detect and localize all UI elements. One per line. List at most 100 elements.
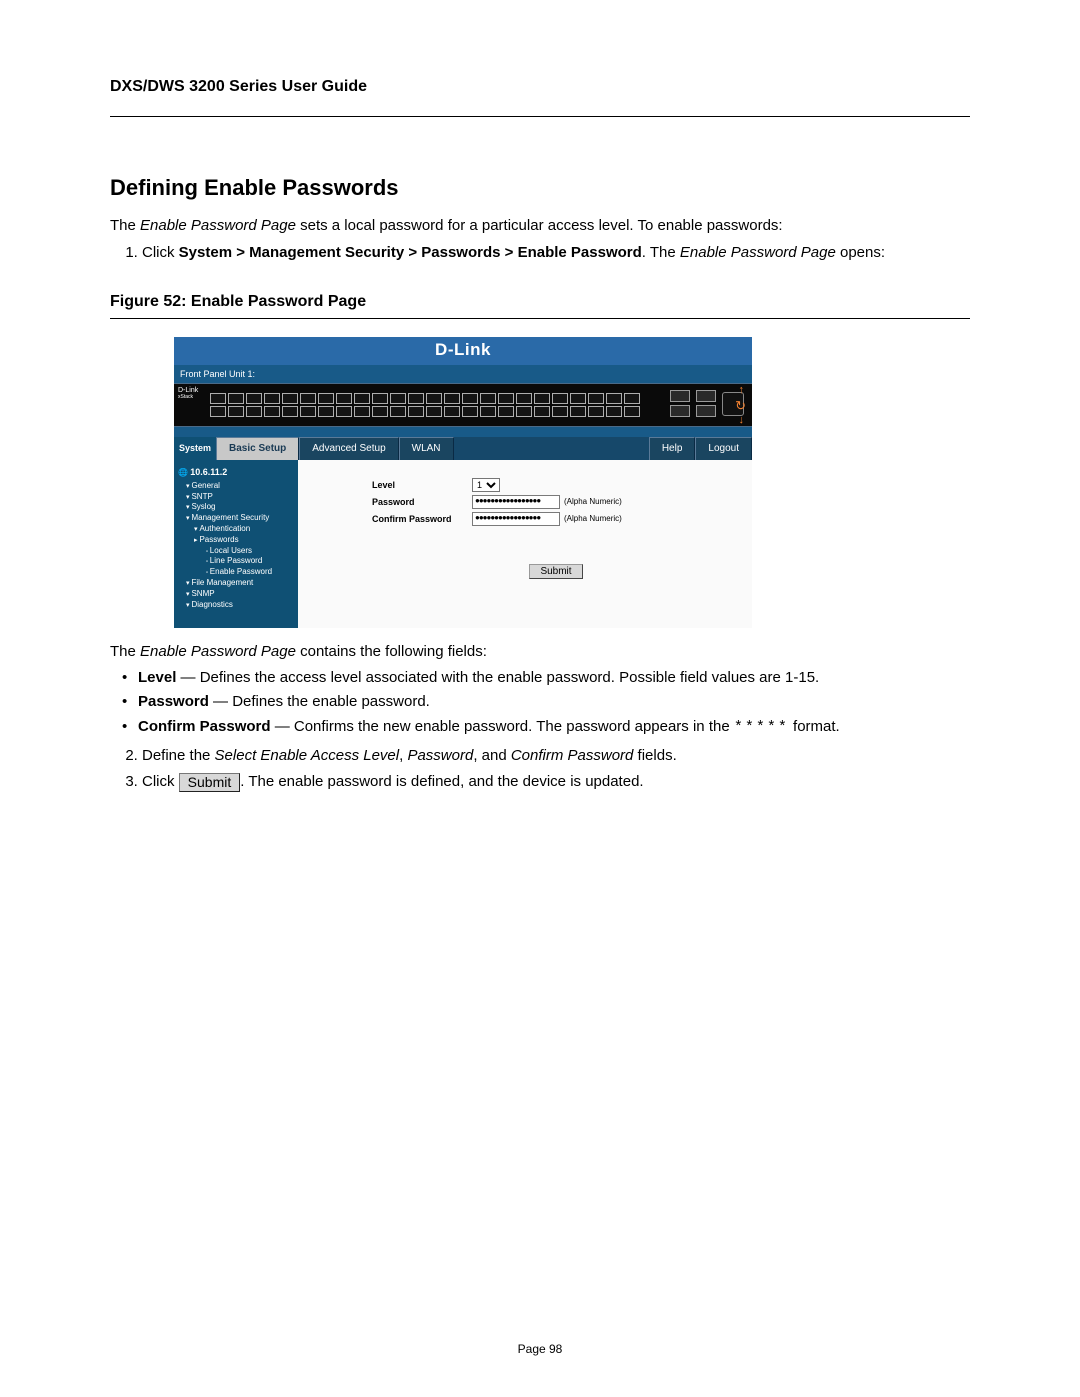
bullet-level: Level — Defines the access level associa…: [110, 668, 970, 688]
step-1: Click System > Management Security > Pas…: [142, 243, 970, 263]
sfp-port: [670, 390, 690, 402]
ethernet-port: [300, 393, 316, 404]
nav-ip[interactable]: 10.6.11.2: [178, 466, 294, 479]
field-bullets: Level — Defines the access level associa…: [110, 668, 970, 738]
arrow-bar: ↑ ↻ ↓: [174, 427, 752, 437]
ethernet-port: [624, 393, 640, 404]
row-confirm: Confirm Password ●●●●●●●●●●●●●●●●● (Alph…: [372, 512, 740, 526]
port-rows: [210, 393, 640, 417]
step1-post: opens:: [836, 244, 885, 261]
ethernet-port: [552, 406, 568, 417]
refresh-icon[interactable]: ↻: [735, 397, 746, 415]
nav-diagnostics[interactable]: Diagnostics: [178, 600, 294, 611]
port-row-bottom: [210, 406, 640, 417]
page-number: Page 98: [0, 1341, 1080, 1357]
screenshot-container: D-Link Front Panel Unit 1: D-Link xStack: [174, 337, 752, 628]
sfp-port: [670, 405, 690, 417]
menu-system[interactable]: System: [174, 437, 216, 460]
step2-post: fields.: [633, 747, 676, 764]
tab-wlan[interactable]: WLAN: [399, 437, 454, 460]
bullet-cpw-end: format.: [789, 718, 840, 735]
step2-em3: Confirm Password: [511, 747, 634, 764]
tab-basic-setup[interactable]: Basic Setup: [216, 437, 299, 460]
ethernet-port: [624, 406, 640, 417]
ethernet-port: [318, 406, 334, 417]
nav-syslog[interactable]: Syslog: [178, 502, 294, 513]
step2-sep2: , and: [473, 747, 511, 764]
step-3: Click Submit. The enable password is def…: [142, 772, 970, 792]
nav-local-users[interactable]: Local Users: [178, 546, 294, 557]
step3-pre: Click: [142, 773, 179, 790]
header-divider: [110, 116, 970, 117]
ethernet-port: [264, 393, 280, 404]
ethernet-port: [480, 393, 496, 404]
nav-mgmt-security[interactable]: Management Security: [178, 513, 294, 524]
bullet-level-t: — Defines the access level associated wi…: [176, 669, 819, 686]
section-title: Defining Enable Passwords: [110, 173, 970, 203]
tab-help[interactable]: Help: [649, 437, 696, 460]
ethernet-port: [390, 406, 406, 417]
steps-list: Click System > Management Security > Pas…: [110, 243, 970, 263]
ethernet-port: [534, 406, 550, 417]
intro-em: Enable Password Page: [140, 217, 296, 234]
ethernet-port: [462, 393, 478, 404]
ethernet-port: [498, 406, 514, 417]
step2-pre: Define the: [142, 747, 215, 764]
ethernet-port: [390, 393, 406, 404]
ethernet-port: [336, 393, 352, 404]
screenshot-menu-bar: System Basic Setup Advanced Setup WLAN H…: [174, 437, 752, 460]
nav-file-mgmt[interactable]: File Management: [178, 578, 294, 589]
bullet-cpw-mono: *****: [734, 719, 789, 736]
hint-confirm: (Alpha Numeric): [564, 514, 622, 525]
step1-bold: System > Management Security > Passwords…: [179, 244, 642, 261]
bullet-password: Password — Defines the enable password.: [110, 692, 970, 712]
confirm-password-input[interactable]: ●●●●●●●●●●●●●●●●●: [472, 512, 560, 526]
intro-pre: The: [110, 217, 140, 234]
nav-enable-password[interactable]: Enable Password: [178, 567, 294, 578]
ethernet-port: [552, 393, 568, 404]
sfp-port: [696, 405, 716, 417]
nav-tree: 10.6.11.2 General SNTP Syslog Management…: [174, 460, 298, 628]
sfp-port: [696, 390, 716, 402]
row-level: Level 1: [372, 478, 740, 492]
nav-authentication[interactable]: Authentication: [178, 524, 294, 535]
submit-wrap: Submit: [372, 560, 740, 580]
nav-snmp[interactable]: SNMP: [178, 589, 294, 600]
label-confirm: Confirm Password: [372, 513, 472, 525]
ethernet-port: [426, 393, 442, 404]
up-arrow-icon[interactable]: ↑: [739, 383, 745, 398]
password-input[interactable]: ●●●●●●●●●●●●●●●●●: [472, 495, 560, 509]
level-select[interactable]: 1: [472, 478, 500, 492]
ethernet-port: [516, 406, 532, 417]
nav-sntp[interactable]: SNTP: [178, 492, 294, 503]
ethernet-port: [336, 406, 352, 417]
after-em: Enable Password Page: [140, 643, 296, 660]
nav-general[interactable]: General: [178, 481, 294, 492]
ethernet-port: [372, 393, 388, 404]
step1-pre: Click: [142, 244, 179, 261]
after-paragraph: The Enable Password Page contains the fo…: [110, 642, 970, 662]
step1-mid: . The: [642, 244, 680, 261]
step1-em: Enable Password Page: [680, 244, 836, 261]
bullet-pw-b: Password: [138, 693, 209, 710]
down-arrow-icon[interactable]: ↓: [739, 413, 745, 428]
bullet-confirm: Confirm Password — Confirms the new enab…: [110, 717, 970, 738]
nav-passwords[interactable]: Passwords: [178, 535, 294, 546]
label-level: Level: [372, 479, 472, 491]
device-front-panel: D-Link xStack: [174, 383, 752, 427]
intro-post: sets a local password for a particular a…: [296, 217, 783, 234]
bullet-pw-t: — Defines the enable password.: [209, 693, 430, 710]
ethernet-port: [372, 406, 388, 417]
label-password: Password: [372, 496, 472, 508]
figure-caption: Figure 52: Enable Password Page: [110, 291, 970, 313]
ethernet-port: [570, 393, 586, 404]
nav-line-password[interactable]: Line Password: [178, 556, 294, 567]
submit-button[interactable]: Submit: [529, 564, 582, 579]
step-2: Define the Select Enable Access Level, P…: [142, 746, 970, 766]
screenshot-brand-header: D-Link: [174, 337, 752, 365]
after-pre: The: [110, 643, 140, 660]
tab-logout[interactable]: Logout: [695, 437, 752, 460]
bullet-cpw-b: Confirm Password: [138, 718, 271, 735]
tab-advanced-setup[interactable]: Advanced Setup: [299, 437, 398, 460]
front-panel-label: Front Panel Unit 1:: [174, 365, 752, 383]
